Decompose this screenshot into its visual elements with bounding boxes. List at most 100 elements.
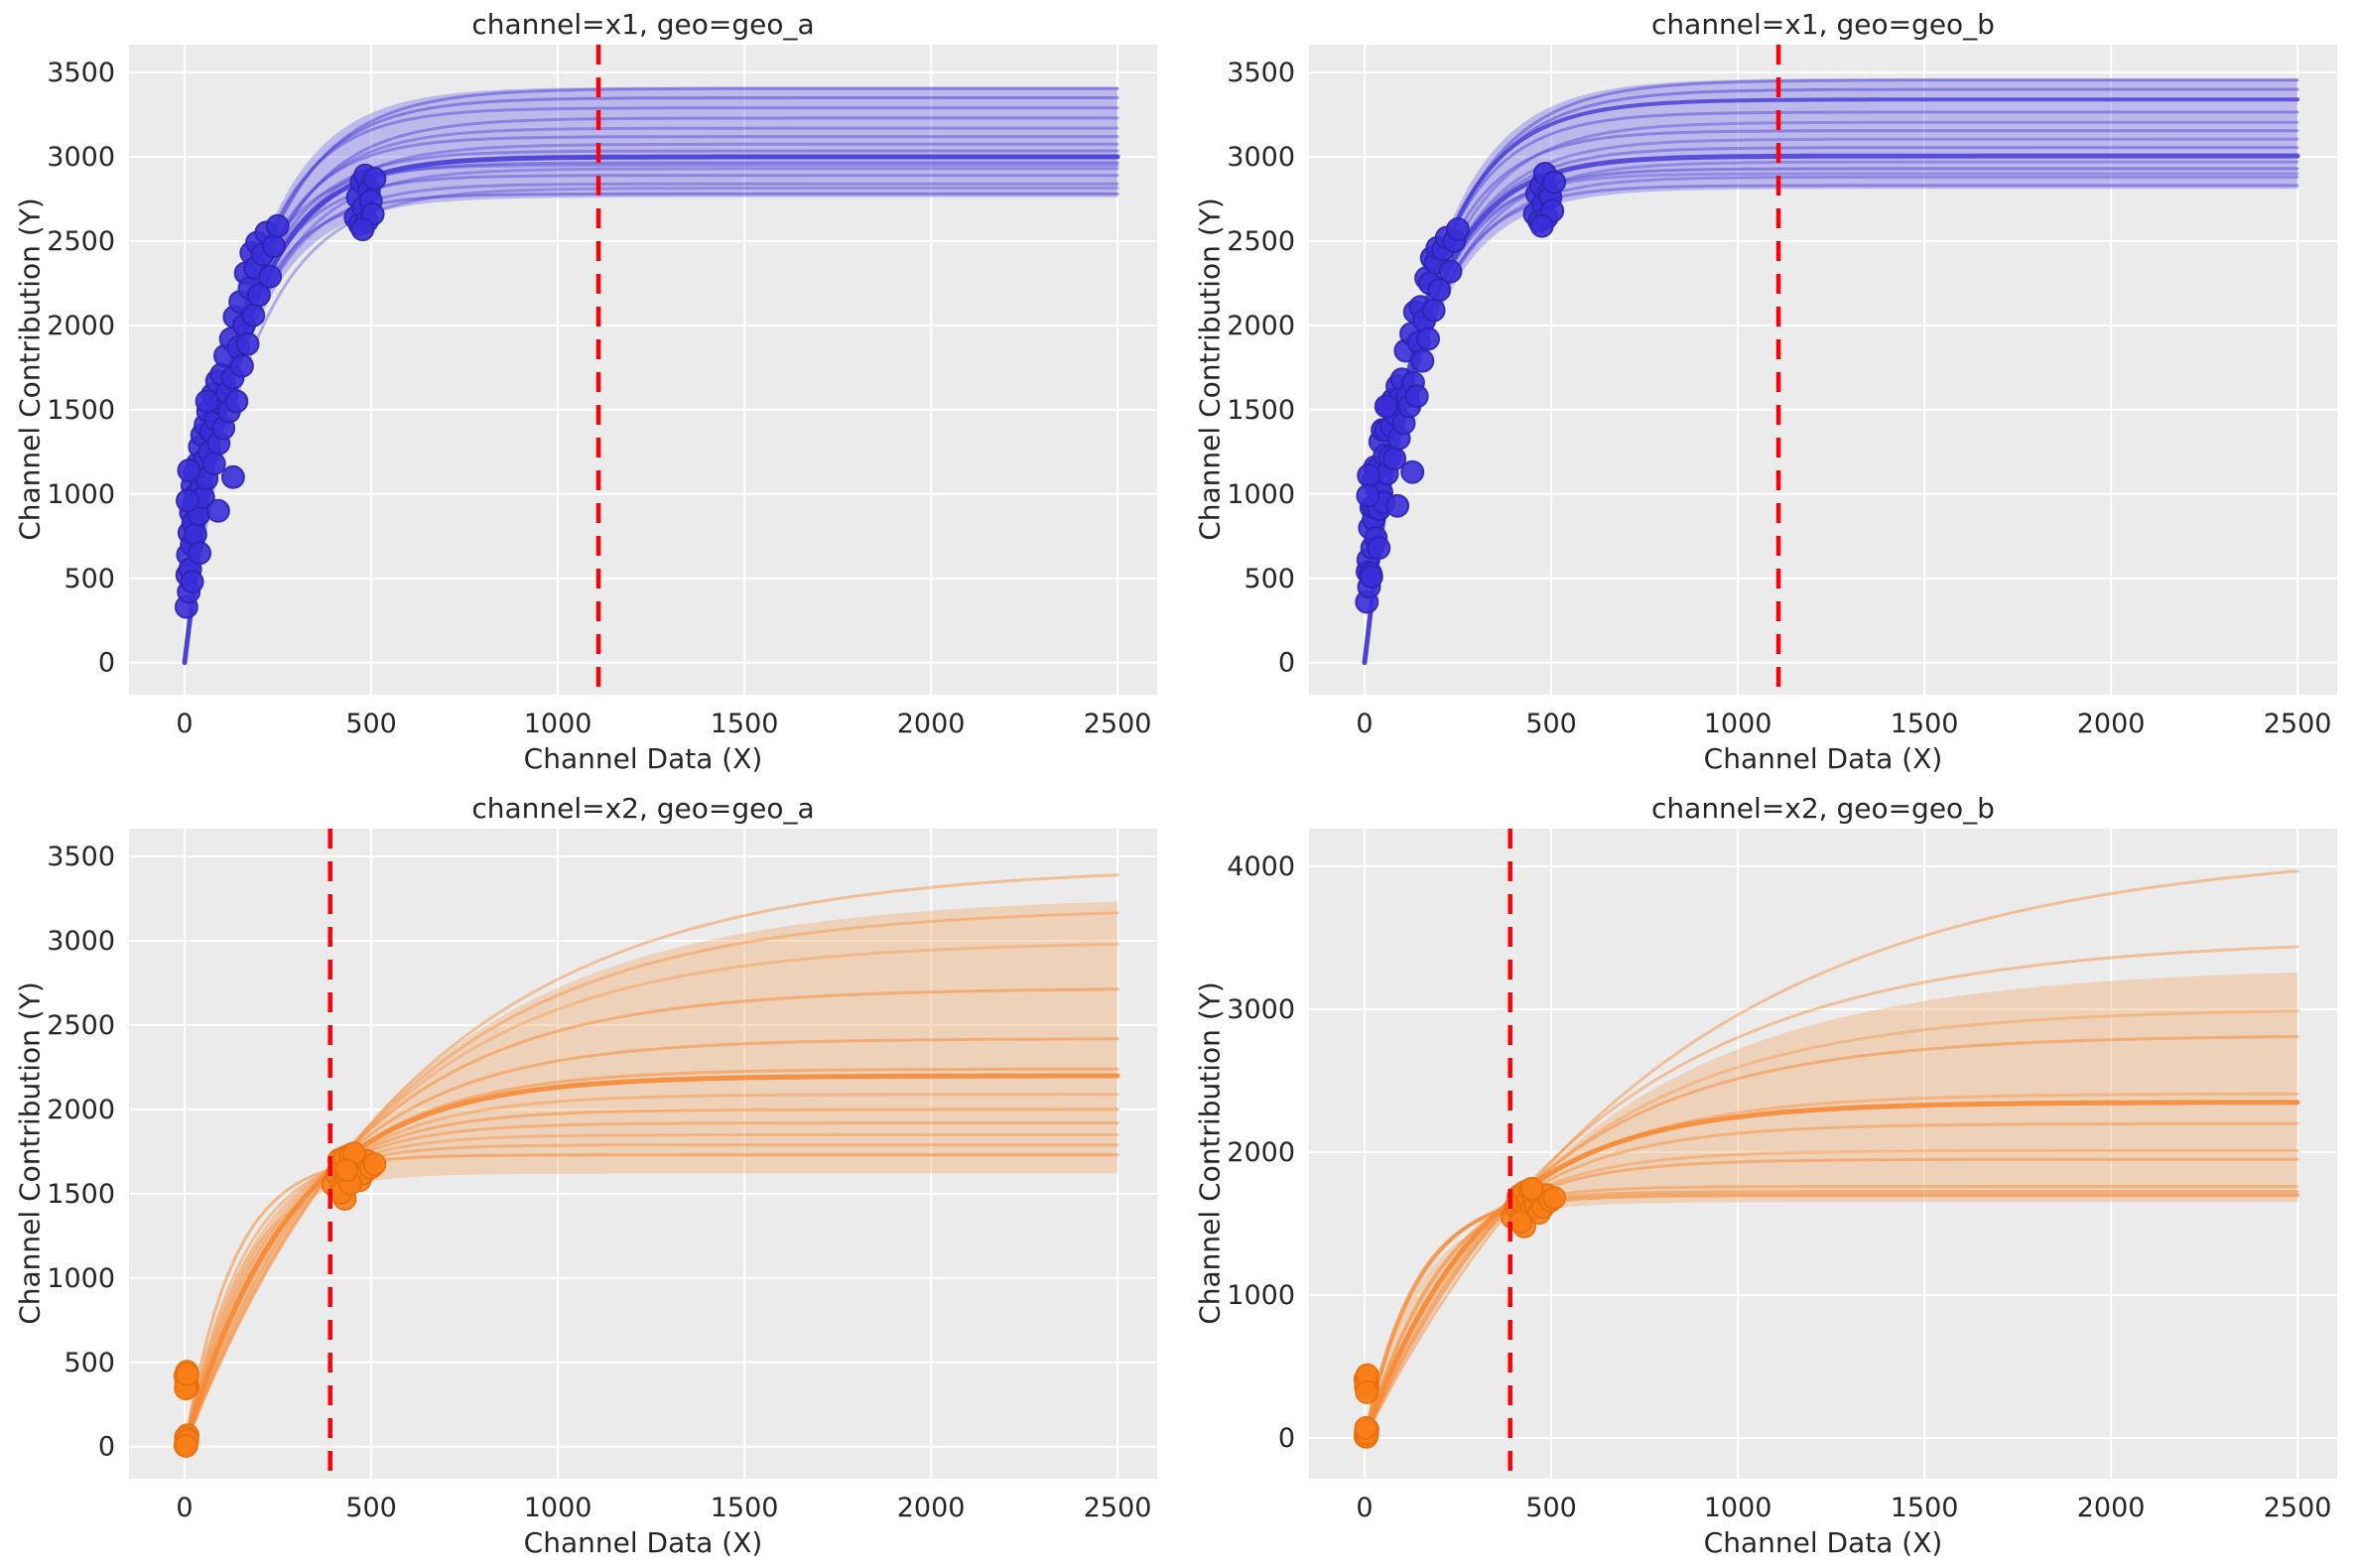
x-tick-label: 1000	[524, 1493, 592, 1523]
posterior-curve	[1363, 160, 2299, 665]
plot-area	[129, 45, 1157, 695]
posterior-curve	[183, 192, 1119, 665]
scatter-point	[1355, 1379, 1379, 1404]
posterior-curve	[183, 174, 1119, 665]
posterior-curve	[183, 126, 1119, 665]
scatter-point	[1438, 259, 1463, 284]
scatter-point	[188, 541, 212, 566]
scatter-point	[1508, 1210, 1533, 1235]
uncertainty-band	[1365, 78, 2298, 663]
x-axis-label: Channel Data (X)	[1703, 1526, 1943, 1559]
x-tick-label: 1000	[1704, 1493, 1772, 1523]
scatter-point	[1427, 278, 1452, 303]
x-tick-label: 1000	[1704, 709, 1772, 739]
scatter-point	[1356, 483, 1380, 508]
y-tick-label: 500	[64, 564, 115, 594]
scatter-point	[1385, 493, 1410, 518]
plot-canvas-x1-geo-a: 0 500 1000 1500 2000 2500 0 500 1000 1500 2000 2500…	[47, 45, 1157, 739]
y-tick-label: 500	[64, 1348, 115, 1378]
scatter-point	[224, 389, 249, 414]
subplot-title: channel=x2, geo=geo_a	[471, 792, 815, 825]
scatter-point	[362, 1152, 387, 1177]
x-tick-label: 500	[1525, 709, 1577, 739]
posterior-curve	[1363, 146, 2299, 665]
scatter-point	[201, 452, 226, 476]
x-tick-label: 2500	[1084, 1493, 1152, 1523]
y-tick-label: 1000	[47, 479, 115, 510]
scatter-point	[180, 570, 204, 594]
posterior-curve	[1363, 129, 2299, 665]
subplot-title: channel=x1, geo=geo_a	[471, 8, 815, 41]
uncertainty-band	[185, 901, 1118, 1447]
posterior-curve	[183, 149, 1119, 665]
x-tick-label: 2500	[2264, 1493, 2332, 1523]
x-tick-label: 2000	[897, 1493, 966, 1523]
y-tick-label: 500	[1244, 564, 1295, 594]
y-tick-label: 2000	[47, 311, 115, 341]
x-tick-label: 1500	[1891, 709, 1959, 739]
y-axis-label: Channel Contribution (Y)	[1193, 981, 1227, 1325]
posterior-curve	[1362, 153, 2300, 666]
x-tick-label: 0	[1356, 709, 1373, 739]
scatter-point	[1542, 1186, 1567, 1211]
plot-area	[1309, 829, 2337, 1479]
scatter-point	[235, 331, 260, 356]
posterior-curve	[1363, 175, 2299, 665]
scatter-point	[362, 167, 387, 192]
posterior-curve	[1363, 167, 2299, 665]
x-tick-label: 500	[345, 1493, 397, 1523]
y-axis-label: Channel Contribution (Y)	[13, 197, 47, 541]
x-tick-label: 2500	[1084, 709, 1152, 739]
y-tick-label: 1000	[1227, 479, 1295, 510]
posterior-curve	[183, 186, 1119, 665]
posterior-curve	[1363, 78, 2299, 665]
scatter-point	[350, 217, 375, 242]
posterior-curve	[1363, 184, 2299, 665]
scatter-point	[1421, 298, 1446, 323]
scatter-point	[1519, 1176, 1544, 1201]
scatter-point	[246, 283, 271, 308]
scatter-point	[261, 234, 286, 258]
y-tick-label: 3500	[47, 842, 115, 872]
scatter-point	[220, 464, 245, 489]
x-tick-label: 1500	[1891, 1493, 1959, 1523]
scatter-point	[174, 1433, 198, 1458]
scatter-point	[1354, 1415, 1378, 1440]
posterior-curve	[1363, 137, 2299, 665]
y-tick-label: 1500	[47, 1179, 115, 1210]
posterior-curve	[183, 142, 1119, 665]
posterior-curve	[183, 135, 1119, 665]
scatter-point	[1542, 170, 1567, 195]
subplot-title: channel=x2, geo=geo_b	[1651, 792, 1995, 825]
scatter-point	[176, 488, 199, 513]
y-tick-label: 4000	[1227, 851, 1295, 882]
x-tick-label: 0	[176, 1493, 193, 1523]
subplot-x2-geo-b: 0 500 1000 1500 2000 2500 0 1000 2000 3000 4000 ch…	[1180, 784, 2360, 1568]
plot-canvas-x1-geo-b: 0 500 1000 1500 2000 2500 0 500 1000 1500 2000 2500…	[1227, 45, 2337, 739]
x-tick-label: 2500	[2264, 709, 2332, 739]
x-tick-label: 2000	[2077, 1493, 2146, 1523]
scatter-point	[175, 1362, 199, 1386]
subplot-x2-geo-a: 0 500 1000 1500 2000 2500 0 500 1000 1500 2000 2500…	[0, 784, 1180, 1568]
y-tick-label: 1000	[47, 1263, 115, 1294]
subplot-title: channel=x1, geo=geo_b	[1651, 8, 1995, 41]
scatter-point	[1367, 536, 1391, 561]
posterior-curve	[1363, 172, 2299, 665]
x-tick-label: 1500	[711, 1493, 779, 1523]
y-tick-label: 0	[98, 648, 115, 679]
scatter-point	[1404, 384, 1429, 409]
scatter-point	[1357, 463, 1381, 488]
y-tick-label: 1500	[1227, 395, 1295, 426]
x-tick-label: 2000	[2077, 709, 2146, 739]
y-tick-label: 3000	[47, 926, 115, 957]
uncertainty-band	[1365, 973, 2298, 1438]
y-tick-label: 0	[98, 1432, 115, 1463]
plot-area	[1309, 45, 2337, 695]
y-tick-label: 2500	[1227, 226, 1295, 257]
posterior-curve	[182, 154, 1120, 666]
posterior-curve	[183, 106, 1119, 665]
scatter-point	[1410, 348, 1435, 373]
y-tick-label: 2000	[47, 1095, 115, 1125]
posterior-curve	[183, 182, 1119, 665]
y-tick-label: 2500	[47, 226, 115, 257]
